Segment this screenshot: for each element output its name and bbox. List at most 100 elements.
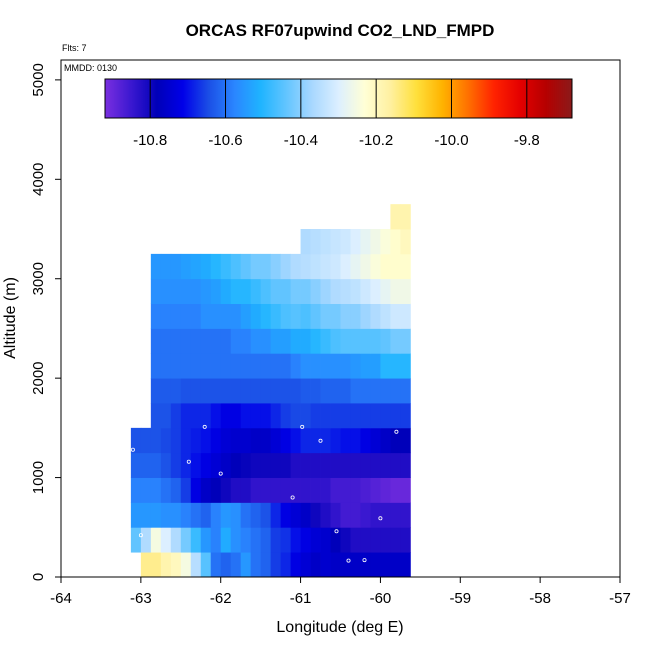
heatmap-cell — [190, 378, 202, 404]
heatmap-cell — [240, 303, 252, 329]
heatmap-cell — [320, 328, 331, 354]
heatmap-cell — [390, 403, 401, 429]
heatmap-cell — [290, 427, 301, 454]
heatmap-cell — [190, 527, 202, 553]
heatmap-cell — [150, 502, 162, 528]
heatmap-cell — [260, 452, 272, 478]
heatmap-cell — [290, 552, 301, 578]
plot-frame — [60, 59, 621, 578]
sample-point — [362, 558, 367, 563]
heatmap-cell — [300, 303, 311, 329]
sample-point — [394, 429, 399, 434]
heatmap-cell — [150, 328, 162, 354]
heatmap-cell — [390, 303, 401, 329]
heatmap-cell — [250, 527, 262, 553]
heatmap-cell — [390, 278, 401, 304]
heatmap-cell — [240, 527, 252, 553]
heatmap-cell — [360, 229, 371, 255]
chart-title: ORCAS RF07upwind CO2_LND_FMPD — [186, 21, 495, 40]
heatmap-cell — [370, 253, 381, 280]
heatmap-cell — [150, 253, 162, 280]
heatmap-cell — [360, 527, 371, 553]
heatmap-cell — [220, 378, 232, 404]
heatmap-cell — [320, 378, 331, 404]
heatmap-cell — [320, 229, 331, 255]
heatmap-cell — [180, 477, 192, 503]
heatmap-cell — [170, 502, 182, 528]
heatmap-cell — [270, 253, 282, 280]
heatmap-cell — [210, 328, 222, 354]
heatmap-cell — [370, 552, 381, 578]
heatmap-cell — [200, 427, 212, 454]
heatmap-cell — [380, 303, 391, 329]
y-axis-label: Altitude (m) — [2, 277, 19, 359]
heatmap-cell — [400, 552, 411, 578]
heatmap-cell — [350, 278, 361, 304]
heatmap-cell — [320, 552, 331, 578]
heatmap-cell — [330, 403, 341, 429]
heatmap-cell — [300, 229, 311, 255]
heatmap-cell — [240, 502, 252, 528]
sample-point — [130, 447, 135, 452]
heatmap-cell — [350, 452, 361, 478]
heatmap-cell — [160, 278, 172, 304]
heatmap-cell — [330, 378, 341, 404]
heatmap-cell — [340, 477, 351, 503]
colorbar-tick-label: -10.2 — [359, 132, 393, 149]
heatmap-cell — [330, 427, 341, 454]
heatmap-cell — [400, 427, 411, 454]
heatmap-cell — [220, 278, 232, 304]
heatmap-cell — [360, 303, 371, 329]
heatmap-cell — [140, 552, 152, 578]
heatmap-cell — [330, 253, 341, 280]
sample-point — [458, 558, 463, 563]
heatmap-cell — [370, 403, 381, 429]
heatmap-cell — [380, 452, 391, 478]
date-label: MMDD: 0130 — [64, 63, 117, 73]
heatmap-cell — [370, 378, 381, 404]
heatmap-cell — [220, 328, 232, 354]
heatmap-cell — [400, 353, 411, 379]
sample-point — [442, 558, 447, 563]
heatmap-cell — [150, 427, 162, 454]
heatmap-cell — [390, 427, 401, 454]
heatmap-cell — [220, 403, 232, 429]
heatmap-cell — [340, 353, 351, 379]
heatmap-cell — [160, 253, 172, 280]
x-tick-label: -63 — [130, 590, 152, 607]
heatmap-cell — [190, 303, 202, 329]
heatmap-cell — [200, 328, 212, 354]
heatmap-cell — [370, 527, 381, 553]
heatmap-cell — [260, 253, 272, 280]
heatmap-cell — [340, 452, 351, 478]
heatmap-cell — [360, 353, 371, 379]
x-tick-label: -61 — [290, 590, 312, 607]
heatmap-cell — [200, 502, 212, 528]
heatmap-cell — [210, 502, 222, 528]
sample-point — [138, 356, 143, 361]
heatmap-cell — [160, 328, 172, 354]
heatmap-cell — [190, 328, 202, 354]
heatmap-cell — [170, 403, 182, 429]
heatmap-cell — [280, 477, 291, 503]
heatmap-cell — [400, 253, 411, 280]
heatmap-cell — [250, 427, 262, 454]
heatmap-cell — [170, 303, 182, 329]
heatmap-cell — [370, 477, 381, 503]
heatmap-cell — [310, 378, 321, 404]
heatmap-cell — [320, 278, 331, 304]
heatmap-cell — [290, 378, 301, 404]
heatmap-cell — [160, 477, 172, 503]
heatmap-cell — [160, 378, 172, 404]
colorbar-tick-label: -10.0 — [434, 132, 468, 149]
heatmap-cell — [220, 353, 232, 379]
y-tick-label: 4000 — [30, 163, 47, 196]
heatmap-cell — [270, 427, 282, 454]
heatmap-cell — [250, 253, 262, 280]
heatmap-cell — [330, 303, 341, 329]
heatmap-cell — [150, 303, 162, 329]
heatmap-cell — [160, 353, 172, 379]
heatmap-cell — [310, 427, 321, 454]
heatmap-cell — [350, 403, 361, 429]
heatmap-cell — [140, 502, 152, 528]
